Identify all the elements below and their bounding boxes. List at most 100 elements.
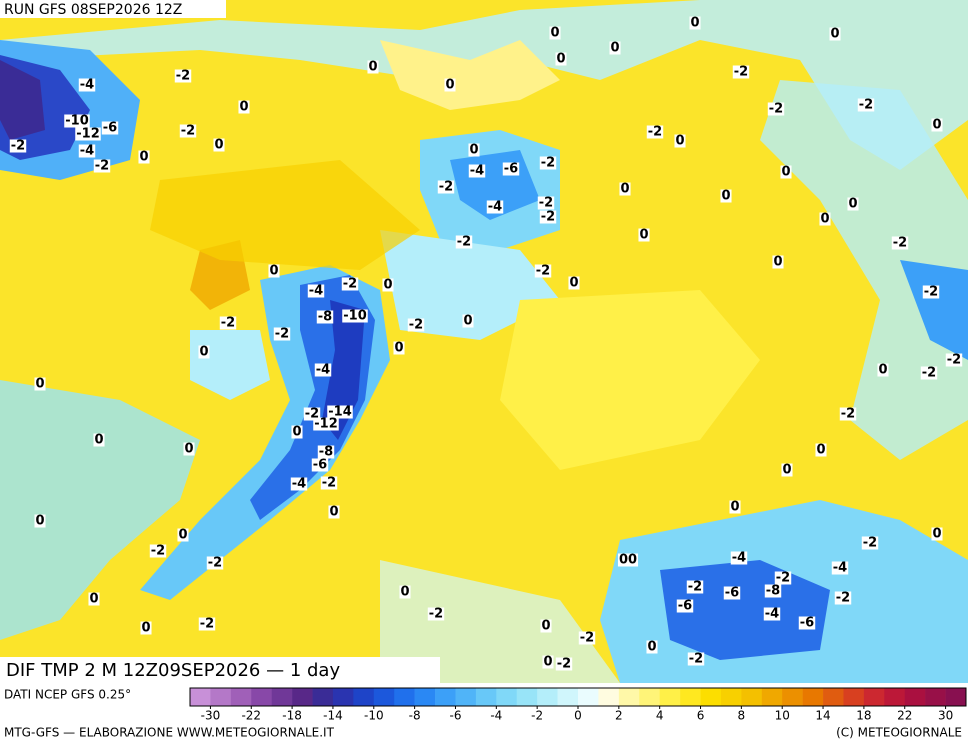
contour-label: -2: [439, 180, 453, 195]
contour-label-box: [101, 121, 119, 135]
contour-label-box: [774, 571, 792, 585]
contour-label-box: [798, 616, 816, 630]
contour-label-box: [555, 657, 573, 671]
colorbar-swatch: [782, 688, 803, 706]
contour-label: 0: [269, 264, 278, 279]
contour-label-box: [320, 476, 338, 490]
colorbar-tick-label: 22: [897, 709, 912, 723]
contour-label: 0: [550, 26, 559, 41]
contour-label: 0: [721, 189, 730, 204]
contour-label-box: [920, 366, 938, 380]
contour-label: 0: [94, 433, 103, 448]
contour-label: 0: [932, 118, 941, 133]
colorbar-tick-label: 6: [697, 709, 705, 723]
contour-label: 0: [368, 60, 377, 75]
colorbar-tick-label: 10: [775, 709, 790, 723]
contour-label-box: [931, 527, 943, 541]
contour-label: 0: [445, 78, 454, 93]
contour-label: -2: [648, 125, 662, 140]
contour-label-box: [291, 425, 303, 439]
colorbar-swatch: [210, 688, 232, 706]
contour-label: -8: [766, 584, 780, 599]
colorbar-swatch: [925, 688, 946, 706]
contour-label: 0: [214, 138, 223, 153]
contour-label-box: [342, 309, 368, 323]
contour-label-box: [780, 165, 792, 179]
colorbar-tick-label: 0: [574, 709, 582, 723]
colorbar-tick-label: -8: [409, 709, 421, 723]
contour-label: -4: [80, 144, 94, 159]
contour-label-box: [619, 182, 631, 196]
contour-label-box: [341, 277, 359, 291]
contour-label: 0: [675, 134, 684, 149]
contour-label: -4: [292, 477, 306, 492]
contour-label: -2: [859, 98, 873, 113]
colorbar-swatch: [271, 688, 293, 706]
contour-label-box: [93, 433, 105, 447]
contour-label: 0: [730, 500, 739, 515]
contour-label: -2: [176, 69, 190, 84]
contour-label-box: [314, 363, 332, 377]
contour-label: -2: [208, 556, 222, 571]
contour-label-box: [819, 212, 831, 226]
contour-label-box: [829, 27, 841, 41]
colorbar-swatch: [312, 688, 334, 706]
colorbar-swatch: [843, 688, 865, 706]
contour-label: -14: [328, 405, 352, 420]
run-label: RUN GFS 08SEP2026 12Z: [4, 2, 182, 18]
contour-label: -2: [429, 607, 443, 622]
map-field: [0, 0, 968, 683]
contour-label: 00: [619, 553, 637, 568]
contour-label-box: [468, 143, 480, 157]
colorbar-tick-label: -22: [241, 709, 261, 723]
contour-label: -2: [734, 65, 748, 80]
contour-label: -2: [769, 102, 783, 117]
contour-label-box: [213, 138, 225, 152]
contour-label-box: [831, 561, 849, 575]
map-title: DIF TMP 2 M 12Z09SEP2026 — 1 day: [6, 660, 340, 681]
contour-label: -2: [95, 159, 109, 174]
contour-label: -4: [80, 78, 94, 93]
contour-label-box: [367, 60, 379, 74]
contour-label-box: [763, 607, 781, 621]
contour-label-box: [78, 144, 96, 158]
contour-label-box: [316, 310, 334, 324]
colorbar-swatch: [618, 688, 640, 706]
contour-label: -2: [836, 591, 850, 606]
contour-label: 0: [569, 276, 578, 291]
contour-label-box: [834, 591, 852, 605]
contour-label: -2: [11, 139, 25, 154]
colorbar-swatch: [537, 688, 558, 706]
contour-label-box: [399, 585, 411, 599]
contour-label: -2: [863, 536, 877, 551]
contour-label-box: [206, 556, 224, 570]
contour-label: -2: [947, 353, 961, 368]
contour-label: 0: [329, 505, 338, 520]
colorbar-tick-label: 18: [856, 709, 871, 723]
contour-label: -4: [765, 607, 779, 622]
contour-label: 0: [820, 212, 829, 227]
contour-label: -6: [678, 599, 692, 614]
contour-label-box: [198, 345, 210, 359]
colorbar-swatch: [394, 688, 415, 706]
header-box: [0, 0, 226, 18]
contour-label: 0: [610, 41, 619, 56]
contour-label: 0: [848, 197, 857, 212]
contour-label: -2: [200, 617, 214, 632]
contour-label: 0: [556, 52, 565, 67]
contour-label-box: [617, 553, 639, 567]
contour-label-box: [687, 652, 705, 666]
colorbar-swatch: [741, 688, 763, 706]
contour-label-box: [78, 78, 96, 92]
colorbar-swatch: [251, 688, 272, 706]
contour-label-box: [877, 363, 889, 377]
contour-label: 0: [773, 255, 782, 270]
contour-label-box: [767, 102, 785, 116]
contour-label-box: [534, 264, 552, 278]
contour-label: -4: [488, 200, 502, 215]
colorbar-swatch: [353, 688, 375, 706]
colorbar-swatch: [230, 688, 252, 706]
contour-label: 0: [830, 27, 839, 42]
contour-label: -2: [221, 316, 235, 331]
